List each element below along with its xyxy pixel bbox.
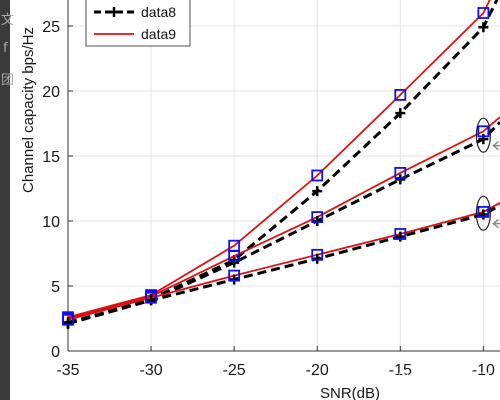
marker-square-middle bbox=[477, 125, 490, 138]
marker-plus-upper bbox=[312, 186, 323, 197]
marker-square-lower bbox=[62, 313, 74, 326]
marker-plus-lower bbox=[229, 274, 240, 285]
marker-square-lower bbox=[311, 248, 324, 261]
marker-square-lower bbox=[145, 291, 157, 304]
annotation-ellipse bbox=[475, 195, 491, 231]
legend: data8 data9 bbox=[85, 0, 191, 47]
y-axis-title: Channel capacity bps/Hz bbox=[20, 27, 37, 193]
series-line-data8-lower bbox=[67, 204, 500, 326]
overlay-glyph: 团 bbox=[1, 73, 14, 88]
legend-box bbox=[85, 0, 191, 47]
watermark: 知乎 @啊哈肉丸子 bbox=[384, 371, 492, 387]
axes bbox=[67, 0, 500, 352]
x-tick-label: -10 bbox=[472, 362, 495, 379]
marker-square-lower bbox=[477, 205, 490, 218]
series-line-data8-middle bbox=[67, 121, 500, 324]
marker-plus-lower bbox=[395, 231, 406, 242]
y-tick-label: 5 bbox=[51, 279, 60, 296]
marker-square-middle bbox=[228, 250, 241, 263]
annotation-arrowhead bbox=[492, 219, 499, 229]
marker-plus-upper bbox=[395, 108, 406, 119]
x-tick-label: -35 bbox=[56, 362, 79, 379]
legend-label-data8: data8 bbox=[141, 4, 176, 20]
marker-plus-lower bbox=[312, 253, 323, 264]
annotation-arrowhead bbox=[492, 141, 499, 151]
marker-square-upper bbox=[394, 89, 407, 101]
legend-marker-data8 bbox=[109, 7, 119, 17]
left-dark-strip bbox=[0, 0, 10, 400]
x-tick-label: -30 bbox=[140, 362, 163, 379]
marker-square-middle bbox=[394, 166, 407, 179]
marker-square-lower bbox=[228, 269, 241, 282]
series-line-data8-upper bbox=[67, 0, 499, 326]
marker-plus-lower bbox=[146, 295, 157, 306]
overlay-glyphs: 文 f 团 bbox=[1, 13, 14, 88]
x-tick-label: -15 bbox=[389, 362, 412, 379]
tick-labels: -35 -30 -25 -20 -15 -10 0 5 10 15 20 25 bbox=[42, 19, 495, 379]
x-axis-title: SNR(dB) bbox=[320, 385, 380, 400]
series-layer bbox=[62, 0, 500, 329]
series-line-data9-upper bbox=[67, 0, 491, 319]
marker-plus-lower bbox=[478, 209, 489, 220]
y-tick-label: 15 bbox=[42, 149, 60, 166]
marker-plus-upper bbox=[478, 22, 489, 33]
marker-plus-middle bbox=[229, 257, 240, 268]
legend-label-data9: data9 bbox=[141, 26, 176, 42]
marker-plus-lower bbox=[63, 318, 73, 329]
overlay-glyph: f bbox=[3, 41, 8, 56]
annotation-ellipse bbox=[475, 117, 491, 153]
y-tick-label: 0 bbox=[51, 344, 60, 361]
y-tick-label: 25 bbox=[42, 19, 60, 36]
marker-square-middle bbox=[311, 211, 324, 224]
marker-square-upper bbox=[311, 169, 324, 182]
annotations bbox=[475, 117, 500, 231]
y-tick-label: 10 bbox=[42, 214, 60, 231]
marker-square-upper bbox=[477, 7, 490, 19]
overlay-glyph: 文 bbox=[1, 13, 14, 28]
marker-plus-middle bbox=[312, 216, 323, 226]
marker-plus-middle bbox=[395, 174, 406, 185]
x-tick-label: -25 bbox=[223, 362, 246, 379]
x-tick-label: -20 bbox=[306, 362, 329, 379]
marker-square-lower bbox=[394, 228, 407, 240]
y-tick-label: 20 bbox=[42, 84, 60, 101]
grid bbox=[67, 0, 500, 352]
